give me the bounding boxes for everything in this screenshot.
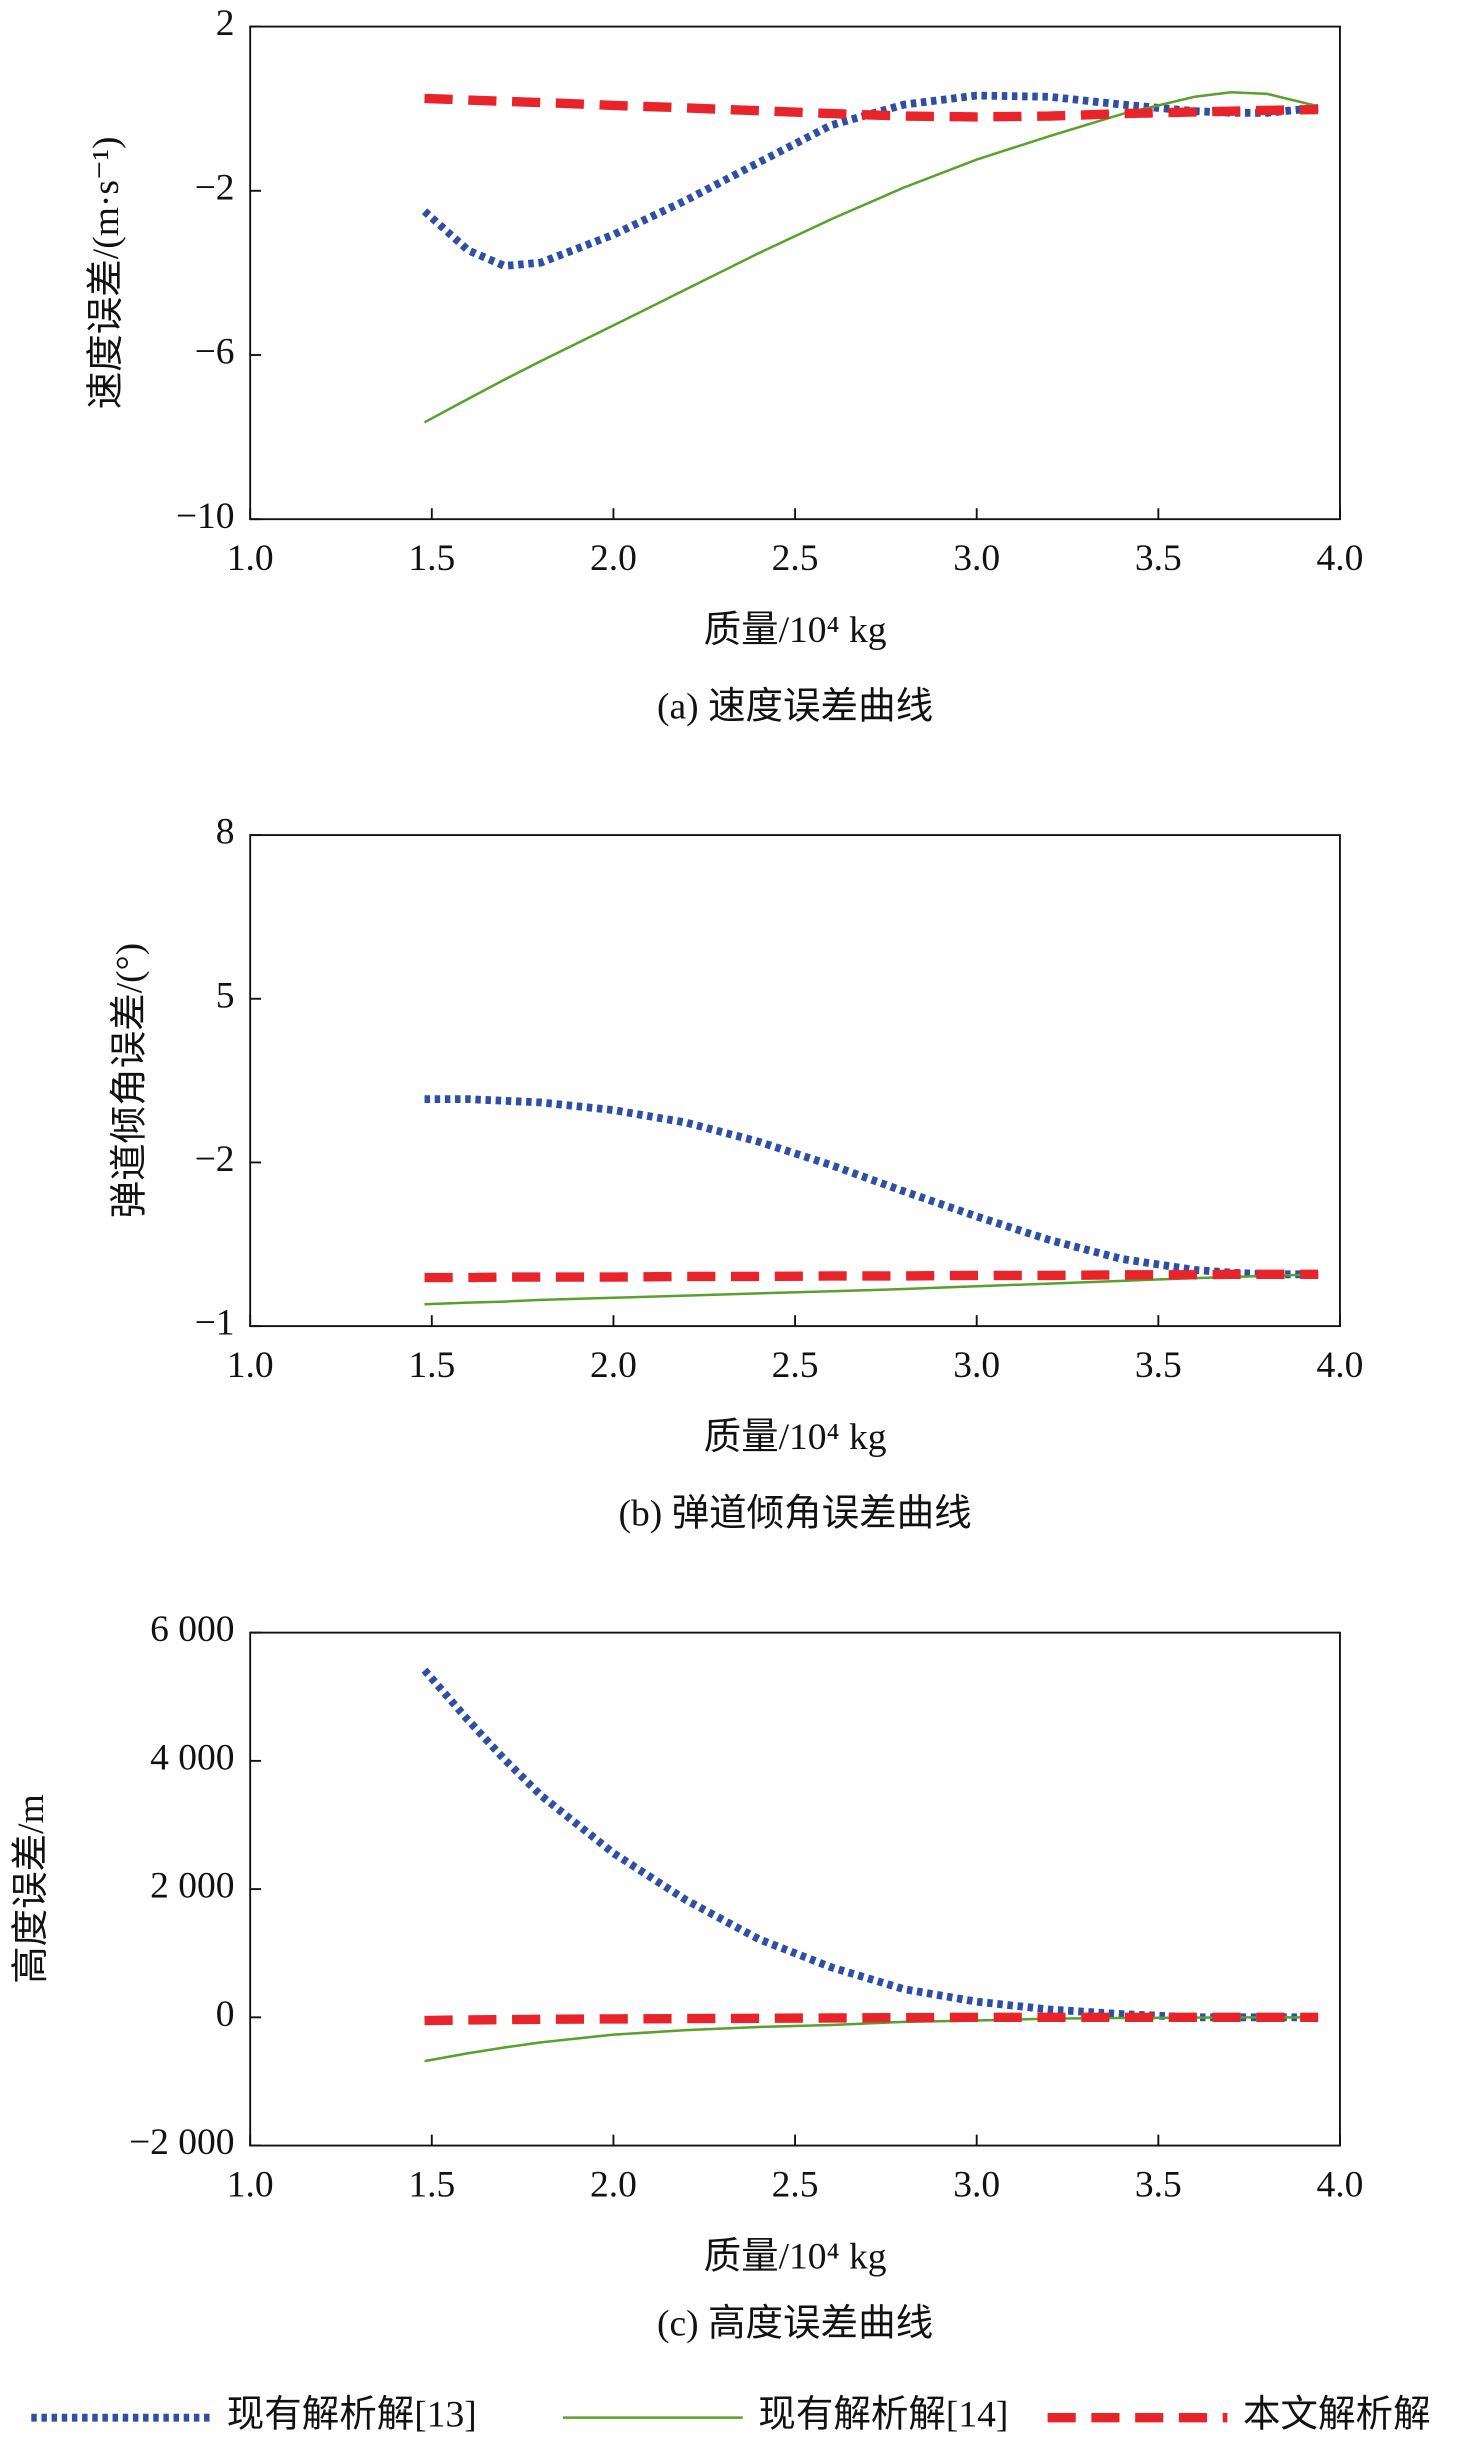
x-tick-label: 4.0	[1317, 1345, 1364, 1386]
x-tick-label: 3.0	[953, 2164, 1000, 2205]
x-tick-label: 4.0	[1317, 2164, 1364, 2205]
x-tick-label: 1.5	[408, 538, 455, 579]
series-line	[424, 93, 1319, 122]
x-tick-label: 3.0	[953, 1345, 1000, 1386]
y-tick-label: 8	[216, 812, 235, 853]
series-line	[424, 2012, 1319, 2026]
series-line	[424, 1095, 1319, 1279]
x-axis-label: 质量/10⁴ kg	[704, 2236, 887, 2277]
plot-frame	[249, 1631, 1341, 2147]
x-axis-label: 质量/10⁴ kg	[704, 1417, 887, 1458]
x-tick-label: 2.5	[772, 2164, 819, 2205]
y-tick-label: 6 000	[150, 1609, 234, 1650]
y-tick-label: 2 000	[150, 1866, 234, 1907]
series-line	[421, 91, 1319, 270]
legend-label: 现有解析解[13]	[227, 2394, 477, 2435]
x-axis-label: 质量/10⁴ kg	[704, 610, 887, 651]
x-tick-label: 1.0	[227, 1345, 274, 1386]
x-tick-label: 3.5	[1135, 2164, 1182, 2205]
y-tick-label: −2 000	[129, 2122, 235, 2163]
y-tick-label: 0	[216, 1994, 235, 2035]
y-axis-label: 弹道倾角误差/(°)	[109, 943, 151, 1219]
y-tick-label: −2	[195, 167, 235, 208]
plot-frame	[249, 834, 1341, 1328]
series-line	[421, 1667, 1319, 2022]
caption: (b) 弹道倾角误差曲线	[618, 1493, 971, 1535]
series-line	[424, 1269, 1319, 1283]
x-tick-label: 1.0	[227, 2164, 274, 2205]
y-tick-label: −6	[195, 332, 235, 373]
x-tick-label: 2.0	[590, 538, 637, 579]
x-tick-label: 2.5	[772, 538, 819, 579]
x-tick-label: 1.0	[227, 538, 274, 579]
caption: (a) 速度误差曲线	[657, 686, 933, 728]
x-tick-label: 1.5	[408, 2164, 455, 2205]
x-tick-label: 1.5	[408, 1345, 455, 1386]
y-tick-label: 2	[216, 3, 235, 44]
caption: (c) 高度误差曲线	[657, 2303, 933, 2345]
y-tick-label: 5	[216, 975, 235, 1016]
legend-label: 现有解析解[14]	[758, 2394, 1008, 2435]
x-tick-label: 3.5	[1135, 1345, 1182, 1386]
x-tick-label: 2.0	[590, 1345, 637, 1386]
series-line	[423, 91, 1319, 424]
y-tick-label: 4 000	[150, 1737, 234, 1778]
y-tick-label: −10	[176, 496, 235, 537]
y-tick-label: −1	[195, 1303, 235, 1344]
x-tick-label: 3.0	[953, 538, 1000, 579]
x-tick-label: 2.5	[772, 1345, 819, 1386]
y-tick-label: −2	[195, 1139, 235, 1180]
series-line	[424, 2016, 1319, 2063]
x-tick-label: 3.5	[1135, 538, 1182, 579]
x-tick-label: 2.0	[590, 2164, 637, 2205]
x-tick-label: 4.0	[1317, 538, 1364, 579]
y-axis-label: 高度误差/m	[10, 1794, 52, 1984]
y-axis-label: 速度误差/(m·s⁻¹)	[85, 136, 127, 409]
legend-label: 本文解析解	[1243, 2393, 1431, 2435]
